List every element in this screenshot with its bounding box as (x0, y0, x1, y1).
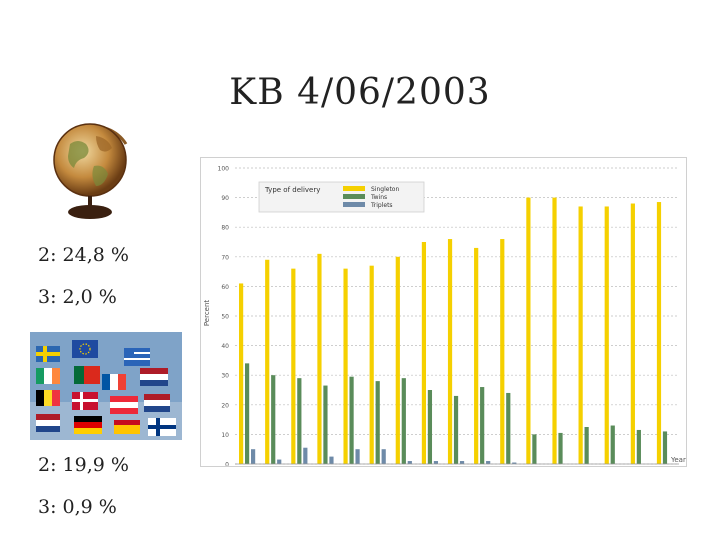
bar-triplets (381, 449, 386, 464)
stat-twins-bottom: 2: 19,9 % (38, 454, 129, 476)
legend-label-singleton: Singleton (371, 186, 399, 193)
bar-singleton (395, 256, 400, 464)
stat-triplets-top: 3: 2,0 % (38, 286, 117, 308)
bars-layer (239, 197, 668, 465)
y-tick-label: 0 (225, 462, 229, 467)
legend-swatch-twins (343, 194, 365, 199)
slide-title: KB 4/06/2003 (229, 72, 491, 113)
y-tick-label: 60 (221, 284, 229, 291)
bar-twins (453, 395, 459, 464)
bar-singleton (578, 206, 583, 465)
bar-triplets (512, 462, 517, 464)
bar-twins (584, 427, 589, 464)
bar-twins (427, 390, 433, 464)
bar-triplets (433, 461, 439, 464)
delivery-type-chart: 0102030405060708090100199219931994199519… (203, 166, 686, 486)
bar-singleton (630, 203, 635, 464)
bar-singleton (343, 268, 348, 464)
bar-twins (297, 378, 302, 464)
y-tick-label: 70 (221, 254, 229, 261)
bar-twins (271, 375, 276, 464)
bar-twins (610, 425, 615, 464)
y-tick-label: 80 (221, 225, 229, 232)
bar-singleton (526, 197, 531, 464)
bar-twins (401, 378, 406, 464)
bar-triplets (251, 449, 256, 464)
y-tick-label: 50 (221, 314, 229, 321)
y-tick-label: 90 (221, 195, 229, 202)
bar-twins (558, 432, 563, 464)
bar-twins (349, 376, 354, 464)
bar-twins (245, 363, 250, 464)
bar-singleton (656, 202, 662, 464)
bar-singleton (369, 265, 374, 464)
y-axis-label: Percent (203, 300, 211, 327)
chart-frame: 0102030405060708090100199219931994199519… (200, 157, 687, 486)
y-tick-label: 30 (221, 373, 229, 380)
legend-swatch-triplets (343, 202, 365, 207)
x-axis-label: Year (670, 456, 686, 464)
stat-triplets-bottom: 3: 0,9 % (38, 496, 117, 518)
bar-triplets (407, 461, 412, 464)
legend-title: Type of delivery (264, 186, 320, 194)
bar-singleton (421, 242, 427, 464)
bar-singleton (239, 283, 244, 464)
eu-flags-image (30, 332, 182, 440)
stat-twins-top: 2: 24,8 % (38, 244, 129, 266)
bar-singleton (500, 239, 505, 464)
y-tick-label: 20 (221, 402, 229, 409)
bar-singleton (317, 253, 322, 464)
bar-singleton (552, 197, 557, 464)
legend-label-twins: Twins (370, 194, 387, 201)
bar-singleton (291, 268, 296, 464)
bar-singleton (604, 206, 609, 465)
bar-twins (506, 392, 511, 464)
bar-twins (375, 381, 380, 464)
bar-triplets (329, 456, 334, 464)
y-tick-label: 100 (218, 166, 230, 173)
bar-twins (636, 429, 641, 464)
legend-swatch-singleton (343, 186, 365, 191)
bar-triplets (486, 461, 491, 464)
y-tick-label: 10 (221, 432, 229, 439)
bar-twins (323, 385, 328, 464)
globe-image (53, 123, 128, 219)
bar-twins (532, 434, 537, 464)
bar-singleton (265, 259, 270, 464)
bar-triplets (303, 447, 308, 464)
bar-triplets (459, 461, 465, 464)
bar-singleton (474, 247, 479, 464)
bar-triplets (277, 459, 282, 464)
y-tick-label: 40 (221, 343, 229, 350)
bar-twins (662, 431, 668, 464)
bar-singleton (447, 239, 453, 464)
bar-triplets (355, 449, 360, 464)
legend-label-triplets: Triplets (370, 202, 393, 209)
bar-twins (480, 387, 485, 464)
